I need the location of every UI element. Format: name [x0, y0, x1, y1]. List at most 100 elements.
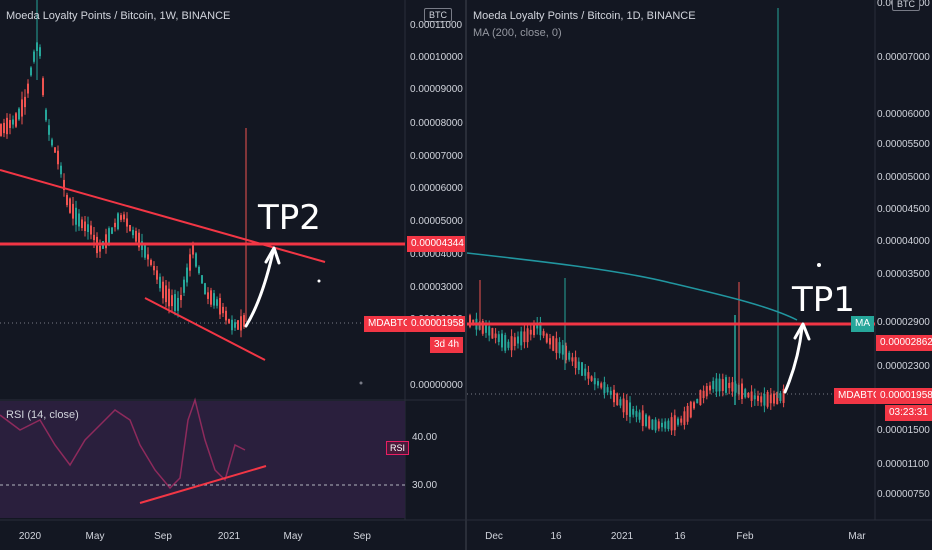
- candle-body: [577, 361, 580, 370]
- right-y-tick: 0.00004500: [877, 204, 930, 215]
- candle-body: [545, 333, 548, 343]
- candle-body: [24, 96, 26, 108]
- right-x-tick: 2021: [610, 531, 634, 542]
- candle-body: [195, 253, 197, 267]
- left-x-tick: May: [283, 531, 303, 542]
- right-y-tick: 0.00005500: [877, 139, 930, 150]
- candle-body: [144, 244, 146, 258]
- candle-body: [27, 83, 29, 94]
- candle-body: [138, 232, 140, 248]
- candle-body: [782, 388, 785, 403]
- ma-200-line: [467, 252, 798, 321]
- tp2-arrow: [244, 250, 275, 328]
- candle-body: [494, 333, 497, 338]
- candle-body: [126, 218, 128, 227]
- candle-body: [763, 394, 766, 406]
- candle-body: [54, 147, 56, 153]
- left-y-tick: 0.00000000: [410, 380, 463, 391]
- candle-body: [81, 219, 83, 229]
- right-y-tick: 0.00005000: [877, 172, 930, 183]
- candle-body: [590, 376, 593, 381]
- candle-body: [568, 352, 571, 360]
- candle-body: [177, 297, 179, 311]
- right-y-tick: 0.00007000: [877, 52, 930, 63]
- right-y-tick: 0.00004000: [877, 236, 930, 247]
- candle-body: [504, 335, 507, 351]
- candle-body: [779, 393, 782, 401]
- left-level-tag: 0.00004344: [407, 236, 465, 252]
- ma-indicator-label[interactable]: MA (200, close, 0): [473, 27, 562, 39]
- candle-body: [616, 393, 619, 405]
- tp2-arrowhead: [264, 246, 281, 265]
- candle-body: [216, 299, 218, 306]
- candle-body: [552, 336, 555, 351]
- left-price-chart[interactable]: [0, 0, 465, 550]
- candle-body: [539, 322, 542, 336]
- candle-body: [760, 396, 763, 403]
- candle-body: [93, 234, 95, 241]
- rsi-badge[interactable]: RSI: [386, 441, 410, 455]
- candle-body: [156, 270, 158, 280]
- candle-body: [757, 395, 759, 401]
- right-y-tick: 0.00001100: [877, 459, 930, 470]
- candle-body: [180, 294, 182, 301]
- rsi-line: [0, 397, 246, 490]
- candle-body: [18, 108, 20, 120]
- right-y-tick: 0.00002900: [877, 317, 930, 328]
- candle-body: [587, 372, 590, 379]
- candle-body: [677, 418, 679, 425]
- right-last-price-tag: 0.00001958: [876, 388, 932, 404]
- left-y-tick: 0.00003000: [410, 282, 463, 293]
- candle-body: [648, 416, 651, 429]
- candle-body: [237, 320, 239, 330]
- candle-body: [683, 411, 686, 425]
- candle-body: [219, 297, 221, 315]
- right-chart-pane[interactable]: Moeda Loyalty Points / Bitcoin, 1D, BINA…: [467, 0, 932, 550]
- candle-body: [600, 383, 603, 388]
- candle-body: [728, 382, 731, 389]
- candle-body: [689, 401, 692, 418]
- candle-body: [30, 67, 32, 76]
- candle-body: [72, 203, 74, 219]
- candle-body: [654, 419, 657, 431]
- candle-body: [766, 392, 769, 407]
- candle-body: [42, 78, 44, 96]
- candle-body: [776, 392, 779, 405]
- left-chart-pane[interactable]: Moeda Loyalty Points / Bitcoin, 1W, BINA…: [0, 0, 465, 550]
- left-last-price-tag: 0.00001958: [407, 316, 465, 332]
- left-countdown-tag: 3d 4h: [430, 337, 464, 353]
- candle-body: [3, 122, 5, 134]
- right-price-chart[interactable]: [467, 0, 932, 550]
- right-currency-badge[interactable]: BTC: [892, 0, 920, 11]
- candle-body: [667, 420, 670, 430]
- candle-body: [641, 410, 644, 426]
- left-currency-badge[interactable]: BTC: [424, 8, 452, 22]
- marker-dot: [359, 381, 363, 385]
- candle-body: [12, 119, 14, 125]
- candle-body: [561, 345, 564, 355]
- candle-body: [48, 125, 50, 135]
- candle-body: [750, 391, 753, 401]
- candle-body: [174, 294, 176, 311]
- candle-body: [709, 385, 711, 391]
- left-x-tick: May: [85, 531, 105, 542]
- candle-body: [613, 389, 615, 403]
- right-x-tick: Mar: [848, 531, 866, 542]
- candle-body: [657, 421, 660, 429]
- candle-body: [120, 215, 122, 220]
- candle-body: [574, 357, 577, 369]
- descending-resistance-line: [0, 169, 326, 263]
- right-countdown-tag: 03:23:31: [885, 405, 932, 421]
- candle-body: [635, 411, 638, 417]
- candle-body: [699, 390, 702, 406]
- pane-divider[interactable]: [465, 0, 467, 550]
- candle-body: [731, 382, 734, 392]
- candle-body: [680, 418, 683, 423]
- candle-body: [33, 51, 35, 62]
- candle-body: [6, 117, 8, 135]
- candle-body: [485, 325, 487, 333]
- right-y-tick: 0.00001500: [877, 425, 930, 436]
- candle-body: [51, 139, 53, 146]
- candle-body: [69, 198, 71, 213]
